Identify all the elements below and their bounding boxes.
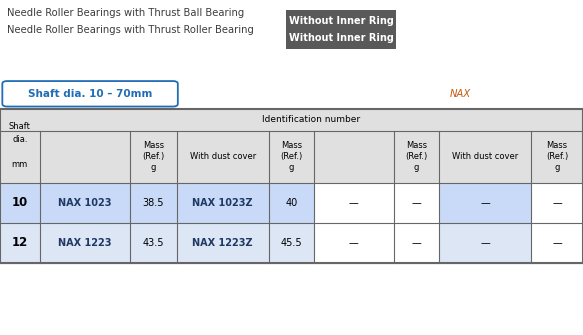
Text: With dust cover: With dust cover [452, 152, 518, 161]
Text: 43.5: 43.5 [143, 238, 164, 248]
Text: Shaft
dia.

mm: Shaft dia. mm [9, 123, 31, 169]
FancyBboxPatch shape [2, 81, 178, 107]
Bar [0, 183, 583, 223]
Text: Mass
(Ref.)
g: Mass (Ref.) g [142, 141, 164, 172]
Text: Shaft dia. 10 – 70mm: Shaft dia. 10 – 70mm [28, 89, 152, 99]
Text: Mass
(Ref.)
g: Mass (Ref.) g [546, 141, 568, 172]
Text: 10: 10 [12, 196, 28, 209]
Bar [286, 10, 396, 32]
Bar [0, 223, 583, 263]
Text: —: — [480, 198, 490, 208]
Text: Without Inner Ring: Without Inner Ring [289, 16, 394, 26]
Text: 38.5: 38.5 [143, 198, 164, 208]
Text: NAX 1023Z: NAX 1023Z [192, 198, 253, 208]
Text: Needle Roller Bearings with Thrust Roller Bearing: Needle Roller Bearings with Thrust Rolle… [7, 25, 254, 35]
Text: Needle Roller Bearings with Thrust Ball Bearing: Needle Roller Bearings with Thrust Ball … [7, 8, 244, 18]
Text: —: — [349, 198, 359, 208]
Text: Mass
(Ref.)
g: Mass (Ref.) g [280, 141, 303, 172]
Text: —: — [412, 198, 422, 208]
Text: 40: 40 [285, 198, 297, 208]
Bar [314, 183, 583, 223]
Text: Mass
(Ref.)
g: Mass (Ref.) g [405, 141, 428, 172]
Text: 12: 12 [12, 237, 28, 249]
Bar [0, 131, 583, 183]
Text: —: — [412, 238, 422, 248]
Bar [314, 223, 583, 263]
Text: NAX: NAX [450, 89, 471, 99]
Text: NAX 1223Z: NAX 1223Z [192, 238, 253, 248]
Text: Without Inner Ring: Without Inner Ring [289, 33, 394, 43]
Text: NAX 1023: NAX 1023 [58, 198, 111, 208]
Bar [286, 26, 396, 49]
Text: 45.5: 45.5 [280, 238, 302, 248]
Bar [439, 223, 531, 263]
Text: —: — [552, 238, 562, 248]
Text: —: — [552, 198, 562, 208]
Bar [0, 109, 583, 131]
Bar [439, 183, 531, 223]
Text: With dust cover: With dust cover [189, 152, 256, 161]
Text: —: — [480, 238, 490, 248]
Text: NAX 1223: NAX 1223 [58, 238, 111, 248]
Text: —: — [349, 238, 359, 248]
Text: Identification number: Identification number [262, 115, 360, 124]
